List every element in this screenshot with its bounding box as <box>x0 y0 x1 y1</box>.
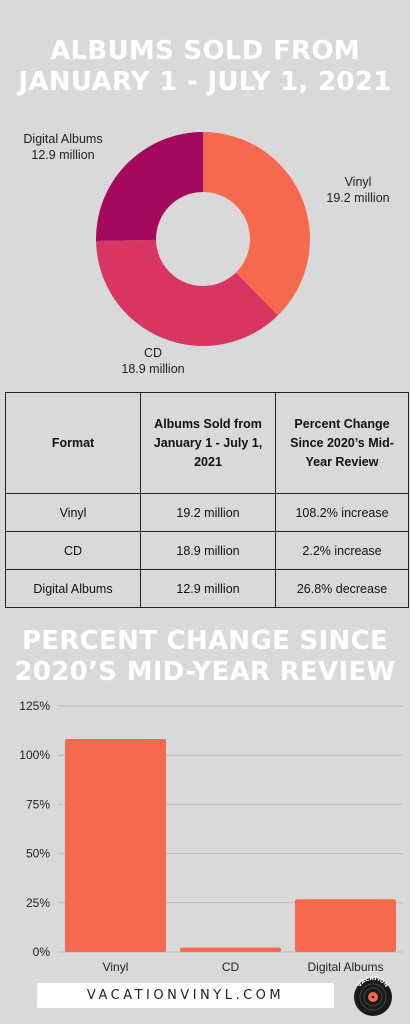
table-cell: 2.2% increase <box>275 531 409 570</box>
table-row: Vinyl 19.2 million 108.2% increase <box>5 493 409 532</box>
y-tick-label: 0% <box>33 945 51 959</box>
table-cell: CD <box>5 531 141 570</box>
table-cell: 108.2% increase <box>275 493 409 532</box>
vinyl-record-logo-icon: VACATION <box>354 976 392 1016</box>
slice-label: Digital Albums <box>23 132 102 146</box>
table-cell: 26.8% decrease <box>275 569 409 608</box>
y-tick-label: 125% <box>19 699 50 713</box>
x-tick-label: Digital Albums <box>307 960 383 974</box>
y-tick-label: 25% <box>26 896 50 910</box>
donut-chart: Vinyl 19.2 million CD 18.9 million Digital A… <box>23 132 390 376</box>
pie-slice-digital-albums <box>96 132 203 241</box>
slice-value-label: 12.9 million <box>31 148 94 162</box>
table-cell: 19.2 million <box>140 493 276 532</box>
website-banner[interactable]: VACATIONVINYL.COM <box>37 983 334 1008</box>
slice-label: Vinyl <box>345 175 372 189</box>
pie-title-line-2: JANUARY 1 - JULY 1, 2021 <box>18 67 392 97</box>
sales-table: Format Albums Sold from January 1 - July… <box>5 392 409 608</box>
table-cell: Digital Albums <box>5 569 141 608</box>
column-header: Format <box>5 392 141 494</box>
table-row: CD 18.9 million 2.2% increase <box>5 531 409 570</box>
bar-vinyl <box>65 739 166 952</box>
table-cell: 12.9 million <box>140 569 276 608</box>
pie-slice-cd <box>96 239 278 346</box>
y-tick-label: 100% <box>19 748 50 762</box>
bar-chart-title: PERCENT CHANGE SINCE 2020’S MID-YEAR REV… <box>0 626 410 688</box>
bar-chart: 0% 25% 50% 75% 100% 125% Vinyl CD Digital Albums <box>19 699 403 974</box>
y-tick-label: 75% <box>26 797 50 811</box>
bar-digital-albums <box>295 899 396 952</box>
slice-label: CD <box>144 346 162 360</box>
column-header: Percent Change Since 2020’s Mid-Year Rev… <box>275 392 409 494</box>
y-tick-label: 50% <box>26 847 50 861</box>
table-cell: 18.9 million <box>140 531 276 570</box>
column-header: Albums Sold from January 1 - July 1, 202… <box>140 392 276 494</box>
bar-title-line-2: 2020’S MID-YEAR REVIEW <box>14 657 396 687</box>
pie-slice-vinyl <box>203 132 310 316</box>
pie-chart-title: ALBUMS SOLD FROM JANUARY 1 - JULY 1, 202… <box>0 36 410 98</box>
bar-title-line-1: PERCENT CHANGE SINCE <box>21 626 389 656</box>
x-tick-label: Vinyl <box>103 960 129 974</box>
table-header-row: Format Albums Sold from January 1 - July… <box>5 392 409 494</box>
table-cell: Vinyl <box>5 493 141 532</box>
bar-cd <box>180 947 281 952</box>
table-row: Digital Albums 12.9 million 26.8% decrea… <box>5 569 409 608</box>
slice-value-label: 18.9 million <box>121 362 184 376</box>
slice-value-label: 19.2 million <box>326 191 389 205</box>
pie-title-line-1: ALBUMS SOLD FROM <box>50 36 360 66</box>
x-tick-label: CD <box>222 960 240 974</box>
